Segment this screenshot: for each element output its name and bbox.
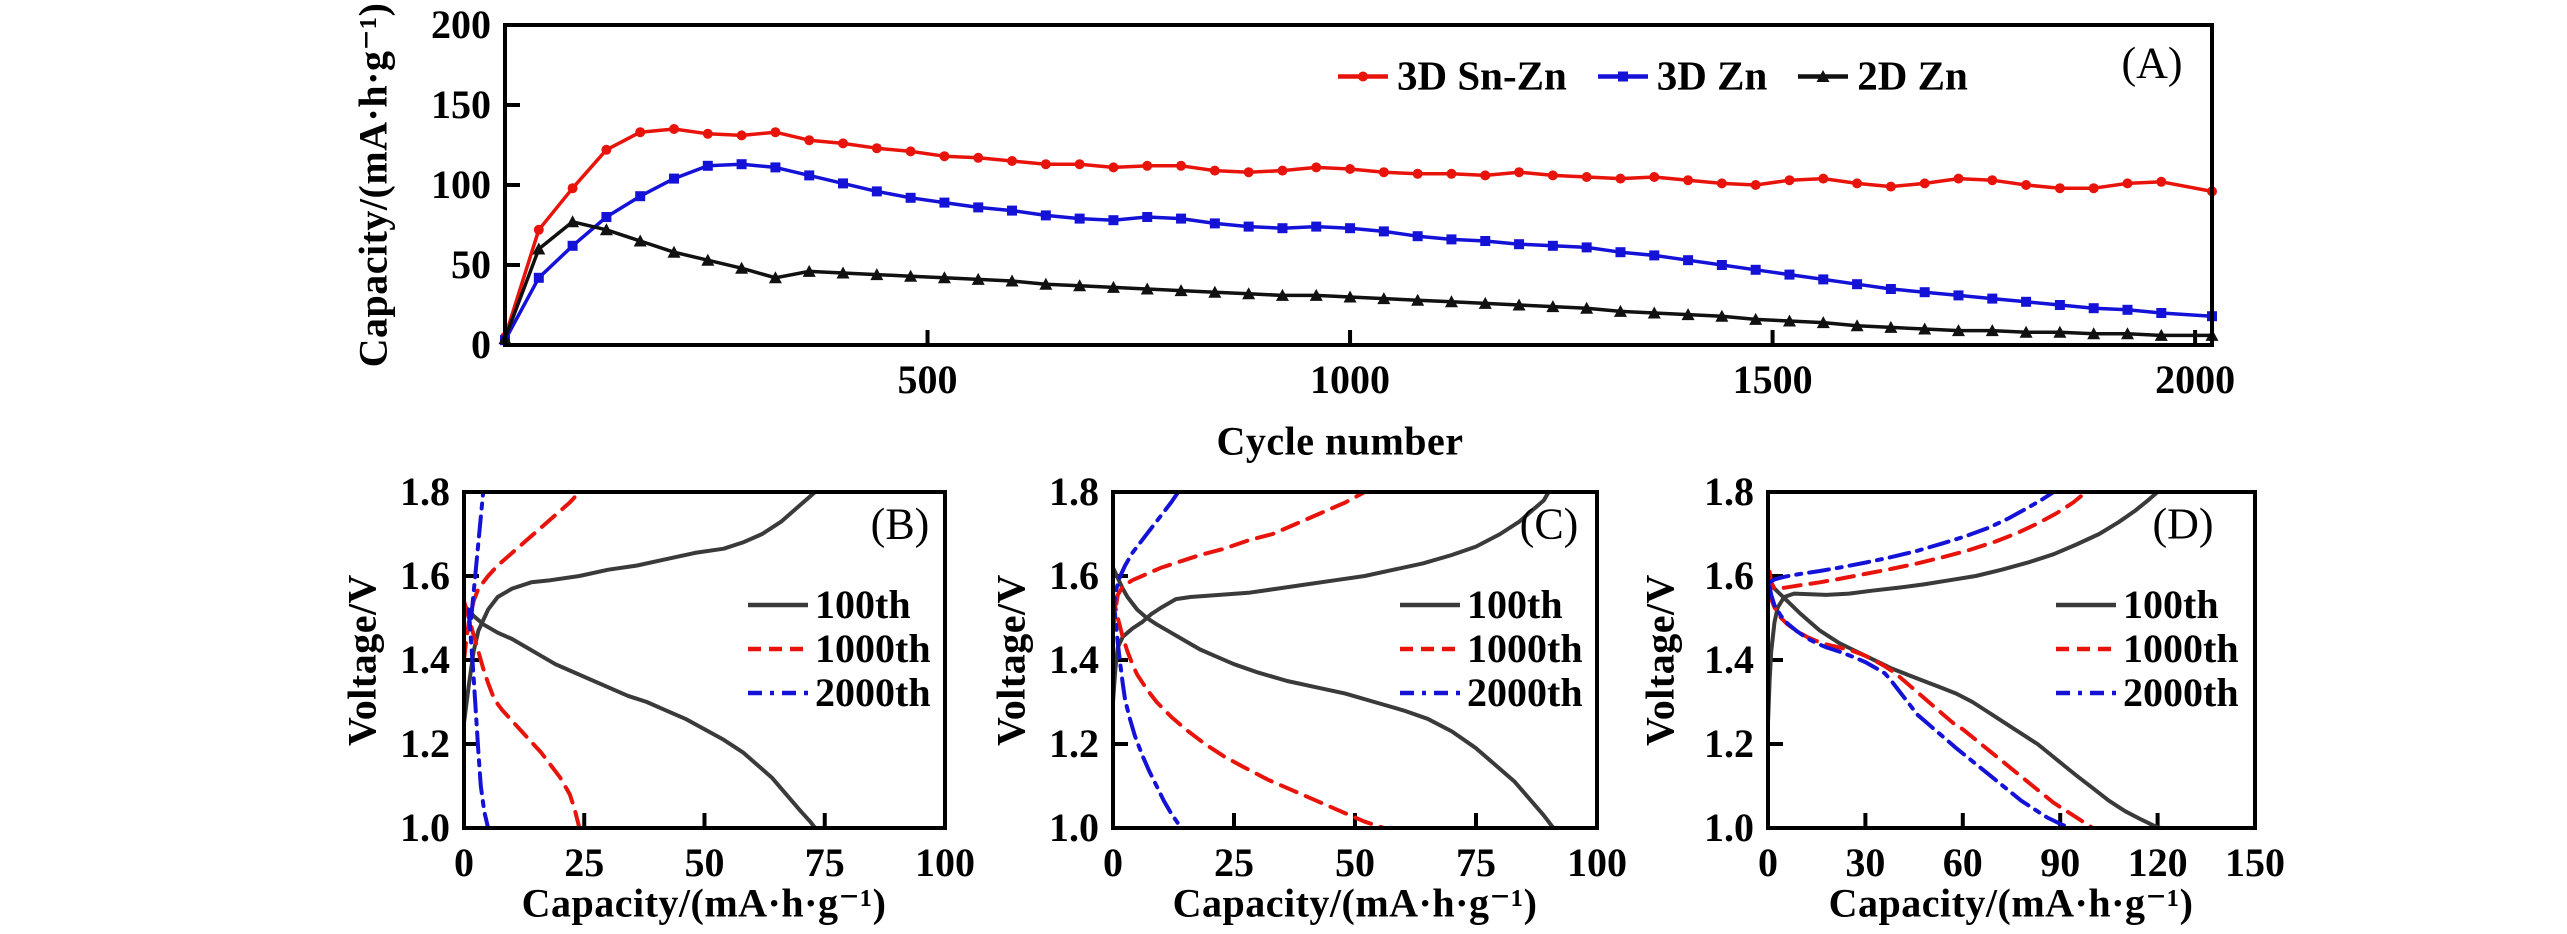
svg-text:0: 0 [1103,840,1123,885]
red-dashed-line-icon [747,640,809,658]
blue-dashdot-line-icon [2055,684,2117,702]
svg-text:60: 60 [1943,840,1983,885]
legend-label: 2D Zn [1857,52,1968,99]
panel-a-legend: 3D Sn-Zn 3D Zn 2D Zn [1337,52,1968,99]
svg-text:0: 0 [471,322,491,367]
svg-text:150: 150 [2225,840,2285,885]
svg-text:2000: 2000 [2155,357,2235,402]
svg-text:150: 150 [431,82,491,127]
legend-label: 1000th [815,626,931,671]
svg-text:100: 100 [915,840,975,885]
red-dashed-line-icon [2055,640,2117,658]
svg-text:1.4: 1.4 [1049,637,1099,682]
legend-label: 2000th [1467,670,1583,715]
red-circle-line-icon [1337,67,1389,85]
svg-text:100: 100 [431,162,491,207]
legend-item-100th: 100th [2055,585,2239,625]
legend-label: 2000th [815,670,931,715]
panel-d-plot-area: 0 30 60 90 120 150 1.0 1.2 1.4 1.6 1.8 [1704,469,2285,885]
blue-square-line-icon [1597,67,1649,85]
svg-text:1.8: 1.8 [1704,469,1754,514]
svg-text:1.6: 1.6 [1704,553,1754,598]
legend-item-1000th: 1000th [1399,629,1583,669]
legend-label: 100th [815,582,911,627]
legend-label: 2000th [2123,670,2239,715]
legend-item-3d-sn-zn: 3D Sn-Zn [1337,52,1567,99]
black-solid-line-icon [747,596,809,614]
svg-text:1.0: 1.0 [1704,805,1754,850]
legend-label: 1000th [1467,626,1583,671]
svg-text:1.8: 1.8 [1049,469,1099,514]
svg-text:90: 90 [2040,840,2080,885]
legend-item-100th: 100th [1399,585,1583,625]
svg-text:1.4: 1.4 [1704,637,1754,682]
panel-b-x-axis-title: Capacity/(mA·h·g⁻¹) [521,880,887,926]
panel-d-x-axis-title: Capacity/(mA·h·g⁻¹) [1828,880,2194,926]
svg-text:1.6: 1.6 [1049,553,1099,598]
svg-text:50: 50 [451,242,491,287]
panel-a-plot-area: 500 1000 1500 2000 0 50 100 150 200 [431,2,2235,402]
black-solid-line-icon [1399,596,1461,614]
legend-item-1000th: 1000th [747,629,931,669]
panel-b-plot-area: 0 25 50 75 100 1.0 1.2 1.4 1.6 1.8 [400,469,975,885]
svg-text:25: 25 [564,840,604,885]
svg-text:0: 0 [1758,840,1778,885]
svg-text:25: 25 [1214,840,1254,885]
svg-text:1.6: 1.6 [400,553,450,598]
svg-text:75: 75 [805,840,845,885]
panel-a-x-axis-title: Cycle number [1216,418,1464,464]
svg-text:100: 100 [1567,840,1627,885]
panel-c-legend: 100th 1000th 2000th [1399,585,1583,713]
svg-text:1.4: 1.4 [400,637,450,682]
legend-item-2000th: 2000th [2055,673,2239,713]
panel-c-letter: (C) [1519,499,1579,549]
legend-label: 100th [1467,582,1563,627]
legend-item-3d-zn: 3D Zn [1597,52,1768,99]
black-triangle-line-icon [1797,67,1849,85]
legend-item-2000th: 2000th [1399,673,1583,713]
svg-text:500: 500 [898,357,958,402]
panel-b-legend: 100th 1000th 2000th [747,585,931,713]
panel-d-letter: (D) [2152,499,2214,549]
legend-item-2d-zn: 2D Zn [1797,52,1968,99]
red-dashed-line-icon [1399,640,1461,658]
svg-text:0: 0 [454,840,474,885]
svg-text:1.2: 1.2 [400,721,450,766]
legend-item-100th: 100th [747,585,931,625]
svg-text:1.2: 1.2 [1704,721,1754,766]
svg-text:50: 50 [1335,840,1375,885]
svg-text:30: 30 [1845,840,1885,885]
legend-item-2000th: 2000th [747,673,931,713]
panel-c-plot-area: 0 25 50 75 100 1.0 1.2 1.4 1.6 1.8 [1049,469,1627,885]
svg-text:120: 120 [2128,840,2188,885]
panel-a-y-axis-title: Capacity/(mA·h·g⁻¹) [350,2,396,368]
blue-dashdot-line-icon [1399,684,1461,702]
legend-label: 3D Zn [1656,52,1768,99]
svg-text:1.2: 1.2 [1049,721,1099,766]
legend-item-1000th: 1000th [2055,629,2239,669]
legend-label: 3D Sn-Zn [1397,52,1567,99]
panel-c-y-axis-title: Voltage/V [988,574,1034,746]
svg-text:1500: 1500 [1733,357,1813,402]
black-solid-line-icon [2055,596,2117,614]
panel-d-y-axis-title: Voltage/V [1637,574,1683,746]
legend-label: 1000th [2123,626,2239,671]
svg-text:50: 50 [685,840,725,885]
legend-label: 100th [2123,582,2219,627]
panel-b-letter: (B) [870,499,930,549]
svg-text:1000: 1000 [1310,357,1390,402]
svg-text:200: 200 [431,2,491,47]
svg-text:1.0: 1.0 [1049,805,1099,850]
panel-b-y-axis-title: Voltage/V [339,574,385,746]
svg-text:75: 75 [1456,840,1496,885]
svg-text:1.0: 1.0 [400,805,450,850]
blue-dashdot-line-icon [747,684,809,702]
panel-c-x-axis-title: Capacity/(mA·h·g⁻¹) [1172,880,1538,926]
panel-a-letter: (A) [2121,38,2183,88]
panel-d-legend: 100th 1000th 2000th [2055,585,2239,713]
svg-text:1.8: 1.8 [400,469,450,514]
